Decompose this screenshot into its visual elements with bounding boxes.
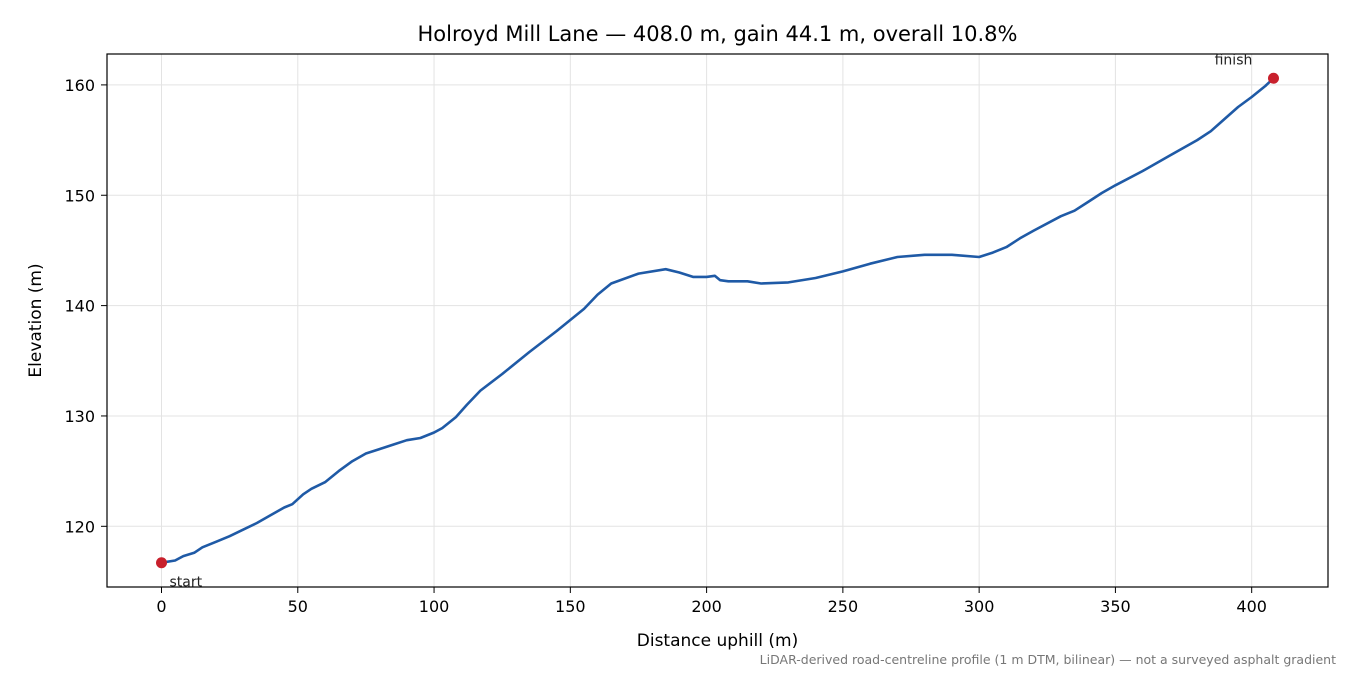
x-tick-label: 350 [1100, 597, 1131, 616]
plot-frame [106, 53, 1329, 588]
y-axis-label: Elevation (m) [26, 263, 46, 377]
finish-annotation: finish [1215, 52, 1253, 68]
finish-marker [1267, 72, 1279, 84]
y-tick-label: 130 [64, 407, 95, 426]
y-tick-label: 140 [64, 297, 95, 316]
x-tick-label: 0 [156, 597, 166, 616]
x-tick-label: 250 [828, 597, 859, 616]
grid-lines [107, 54, 1328, 587]
x-tick-label: 300 [964, 597, 995, 616]
y-tick-label: 120 [64, 517, 95, 536]
x-axis-label: Distance uphill (m) [637, 631, 798, 651]
axis-ticks: 0 50 100 150 200 250 300 350 400 120 130 140 150 160 [64, 76, 1267, 616]
x-tick-label: 150 [555, 597, 586, 616]
x-tick-label: 200 [691, 597, 722, 616]
y-tick-label: 160 [64, 76, 95, 95]
x-tick-label: 100 [419, 597, 450, 616]
chart-title: Holroyd Mill Lane — 408.0 m, gain 44.1 m… [418, 22, 1018, 46]
y-tick-label: 150 [64, 186, 95, 205]
data-source-footnote: LiDAR-derived road-centreline profile (1… [760, 652, 1336, 667]
series-layer [156, 72, 1279, 569]
x-tick-label: 400 [1236, 597, 1267, 616]
x-tick-label: 50 [288, 597, 308, 616]
start-annotation: start [170, 575, 203, 591]
elevation-line [160, 77, 1275, 565]
start-marker [156, 557, 168, 569]
